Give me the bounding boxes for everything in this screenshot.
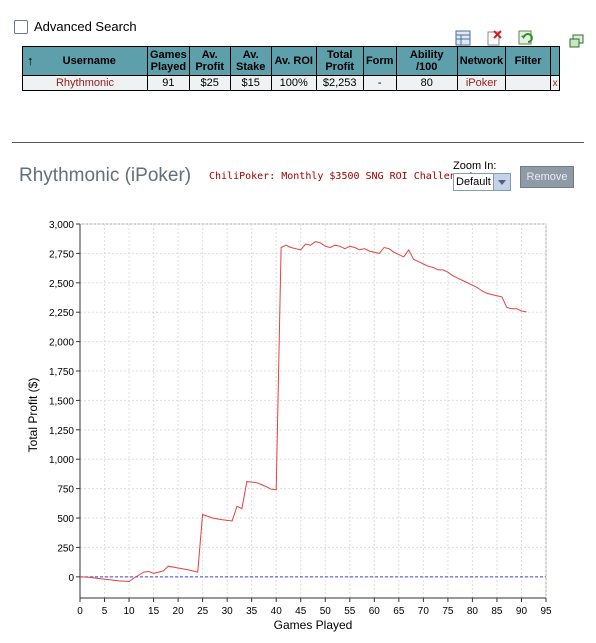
ability-cell: 80 <box>395 75 458 91</box>
y-tick-label: 1,000 <box>49 455 74 466</box>
delete-icon[interactable] <box>486 30 502 46</box>
y-tick-label: 2,000 <box>49 338 74 349</box>
zoom-select[interactable]: Default <box>453 173 511 191</box>
x-tick-label: 70 <box>418 606 430 617</box>
y-axis-label: Total Profit ($) <box>26 378 40 453</box>
x-tick-label: 15 <box>148 606 160 617</box>
x-tick-label: 55 <box>344 606 356 617</box>
column-header-username[interactable]: ↑ Username <box>22 46 148 76</box>
y-tick-label: 1,750 <box>49 367 74 378</box>
total-profit-cell: $2,253 <box>315 75 364 91</box>
form-cell: - <box>362 75 397 91</box>
y-tick-label: 750 <box>57 485 74 496</box>
av-profit-cell: $25 <box>188 75 231 91</box>
profit-series-line <box>79 241 527 583</box>
profit-chart: Total Profit ($) Games Played 0 5 10 15 20 25… <box>26 220 552 632</box>
x-tick-label: 80 <box>467 606 479 617</box>
player-stats-table: ↑ Username Games Played Av. Profit Av. S… <box>22 46 561 91</box>
y-tick-label: 2,250 <box>49 308 74 319</box>
y-tick-label: 2,750 <box>49 249 74 260</box>
zoom-selected-value: Default <box>456 176 491 188</box>
x-tick-label: 35 <box>246 606 258 617</box>
column-header-form[interactable]: Form <box>362 46 397 76</box>
x-tick-label: 20 <box>173 606 185 617</box>
x-tick-label: 75 <box>442 606 454 617</box>
chevron-down-icon[interactable] <box>493 174 510 190</box>
x-tick-label: 95 <box>540 606 552 617</box>
network-link[interactable]: iPoker <box>456 75 507 91</box>
x-tick-label: 5 <box>102 606 108 617</box>
y-tick-label: 1,500 <box>49 396 74 407</box>
remove-button[interactable]: Remove <box>520 166 574 188</box>
remove-row-button[interactable]: x <box>550 75 561 91</box>
x-tick-label: 10 <box>123 606 135 617</box>
zoom-label: Zoom In: <box>453 160 497 172</box>
x-tick-label: 0 <box>77 606 83 617</box>
player-title: Rhythmonic (iPoker) <box>19 165 192 186</box>
x-tick-label: 25 <box>197 606 209 617</box>
x-tick-label: 40 <box>271 606 283 617</box>
sort-arrow-icon[interactable]: ↑ <box>27 53 34 68</box>
x-tick-label: 90 <box>516 606 528 617</box>
x-axis-label: Games Played <box>274 618 353 632</box>
column-header-games-played[interactable]: Games Played <box>147 46 190 76</box>
table-header-row: ↑ Username Games Played Av. Profit Av. S… <box>22 46 561 76</box>
column-header-total-profit[interactable]: Total Profit <box>315 46 364 76</box>
advanced-search-toggle[interactable]: Advanced Search <box>14 19 137 34</box>
filter-cell[interactable] <box>505 75 552 91</box>
spreadsheet-export-icon[interactable] <box>455 30 471 46</box>
username-link[interactable]: Rhythmonic <box>22 75 148 91</box>
x-tick-label: 85 <box>491 606 503 617</box>
y-tick-label: 1,250 <box>49 426 74 437</box>
x-tick-label: 50 <box>320 606 332 617</box>
y-tick-label: 250 <box>57 543 74 554</box>
column-header-network[interactable]: Network <box>456 46 507 76</box>
advanced-search-label: Advanced Search <box>34 19 137 34</box>
y-tick-label: 0 <box>68 573 74 584</box>
column-header-filter[interactable]: Filter <box>505 46 552 76</box>
y-tick-label: 3,000 <box>49 220 74 231</box>
column-header-av-roi[interactable]: Av. ROI <box>270 46 317 76</box>
popout-window-icon[interactable] <box>569 34 585 50</box>
plot-area <box>79 223 547 599</box>
refresh-icon[interactable] <box>518 30 534 46</box>
x-tick-label: 30 <box>222 606 234 617</box>
advanced-search-checkbox[interactable] <box>14 19 28 34</box>
av-roi-cell: 100% <box>270 75 317 91</box>
games-played-cell: 91 <box>147 75 190 91</box>
challenge-promo-link[interactable]: ChiliPoker: Monthly $3500 SNG ROI Challe… <box>209 171 474 182</box>
y-tick-label: 500 <box>57 514 74 525</box>
table-row: Rhythmonic 91 $25 $15 100% $2,253 - 80 i… <box>22 75 561 91</box>
x-tick-label: 65 <box>393 606 405 617</box>
column-header-av-stake[interactable]: Av. Stake <box>229 46 272 76</box>
x-tick-label: 60 <box>369 606 381 617</box>
av-stake-cell: $15 <box>229 75 272 91</box>
column-header-av-profit[interactable]: Av. Profit <box>188 46 231 76</box>
column-header-ability[interactable]: Ability /100 <box>395 46 458 76</box>
x-tick-label: 45 <box>295 606 307 617</box>
section-divider <box>12 142 584 143</box>
y-tick-label: 2,500 <box>49 279 74 290</box>
column-header-remove <box>550 46 561 76</box>
